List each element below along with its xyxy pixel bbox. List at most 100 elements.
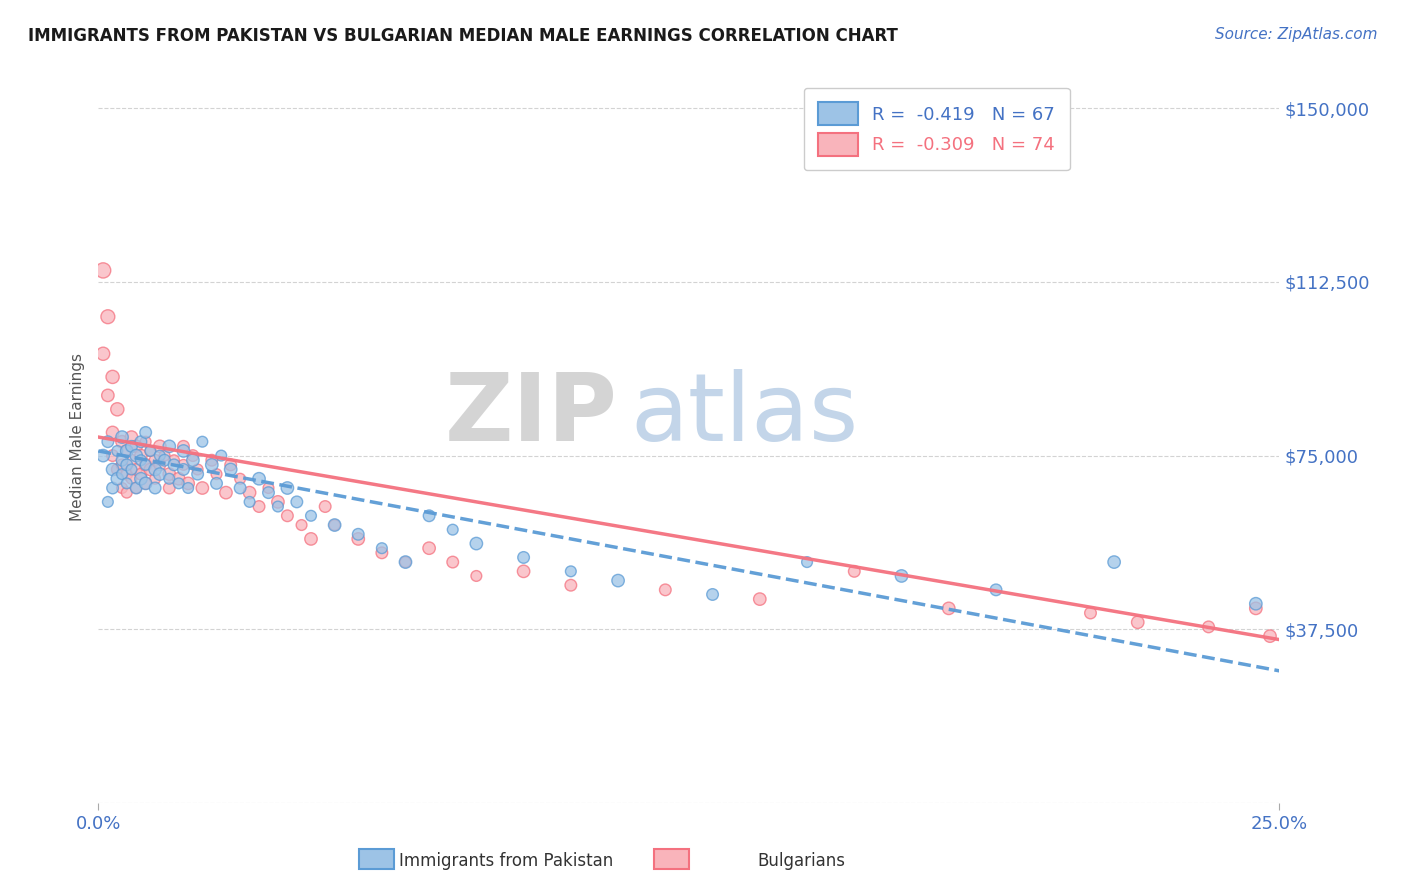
Point (371, 546, 394, 560)
Point (276, 508, 298, 523)
Point (299, 508, 322, 523)
Point (149, 467, 172, 482)
Point (97, 495, 120, 509)
Point (115, 485, 138, 500)
Legend: R =  -0.419   N = 67, R =  -0.309   N = 74: R = -0.419 N = 67, R = -0.309 N = 74 (804, 87, 1070, 170)
Point (314, 500, 336, 514)
Point (347, 532, 370, 546)
Point (1244, 597, 1267, 611)
Point (115, 476, 138, 491)
Point (654, 582, 676, 597)
Point (129, 434, 152, 449)
Point (247, 472, 270, 486)
Point (1244, 601, 1267, 615)
Point (91, 263, 114, 277)
Point (187, 462, 209, 476)
Point (135, 458, 157, 472)
Point (229, 472, 252, 486)
Point (394, 555, 416, 569)
Point (371, 541, 394, 556)
Point (115, 444, 138, 458)
Point (205, 467, 228, 482)
Point (121, 472, 143, 486)
Text: ZIP: ZIP (446, 369, 619, 461)
Point (239, 485, 262, 500)
Point (121, 439, 143, 453)
Point (167, 472, 190, 486)
Point (748, 592, 770, 607)
Point (139, 444, 162, 458)
Point (257, 481, 280, 495)
Point (111, 467, 134, 482)
Point (844, 565, 866, 579)
Point (153, 453, 176, 467)
Point (111, 434, 134, 449)
Point (91, 449, 114, 463)
Point (796, 555, 818, 569)
Y-axis label: Median Male Earnings: Median Male Earnings (69, 353, 84, 521)
Point (215, 485, 238, 500)
Point (984, 582, 1007, 597)
Text: Bulgarians: Bulgarians (758, 852, 845, 870)
Point (191, 434, 214, 449)
Point (1198, 620, 1220, 634)
Point (323, 518, 346, 533)
Point (121, 453, 143, 467)
Point (181, 453, 204, 467)
Point (465, 569, 488, 583)
Point (172, 462, 194, 476)
Point (163, 453, 186, 467)
Point (105, 402, 128, 417)
Point (512, 565, 534, 579)
Text: Source: ZipAtlas.com: Source: ZipAtlas.com (1215, 27, 1378, 42)
Point (172, 444, 194, 458)
Point (115, 458, 138, 472)
Point (172, 458, 194, 472)
Point (219, 458, 242, 472)
Point (285, 495, 308, 509)
Text: Immigrants from Pakistan: Immigrants from Pakistan (399, 852, 613, 870)
Point (149, 449, 172, 463)
Point (201, 453, 224, 467)
Point (441, 555, 464, 569)
Point (111, 430, 134, 444)
Point (101, 481, 124, 495)
Point (135, 425, 157, 440)
Point (111, 458, 134, 472)
Point (125, 449, 148, 463)
Point (115, 467, 138, 482)
Point (205, 476, 228, 491)
Point (91, 347, 114, 361)
Point (229, 481, 252, 495)
Point (441, 523, 464, 537)
Point (560, 565, 582, 579)
Point (139, 444, 162, 458)
Point (276, 481, 298, 495)
Point (125, 481, 148, 495)
Point (247, 500, 270, 514)
Point (560, 578, 582, 592)
Point (465, 536, 488, 550)
Point (97, 310, 120, 324)
Point (135, 434, 157, 449)
Point (143, 481, 166, 495)
Point (101, 462, 124, 476)
Point (938, 601, 960, 615)
Point (125, 481, 148, 495)
Point (418, 508, 440, 523)
Point (129, 449, 152, 463)
Point (101, 449, 124, 463)
Text: atlas: atlas (630, 369, 858, 461)
Point (105, 462, 128, 476)
Point (157, 472, 180, 486)
Point (101, 425, 124, 440)
Point (111, 481, 134, 495)
Point (121, 462, 143, 476)
Point (219, 462, 242, 476)
FancyBboxPatch shape (654, 849, 689, 869)
Point (299, 532, 322, 546)
Point (290, 518, 312, 533)
Point (418, 541, 440, 556)
Point (239, 495, 262, 509)
Point (1258, 629, 1281, 643)
